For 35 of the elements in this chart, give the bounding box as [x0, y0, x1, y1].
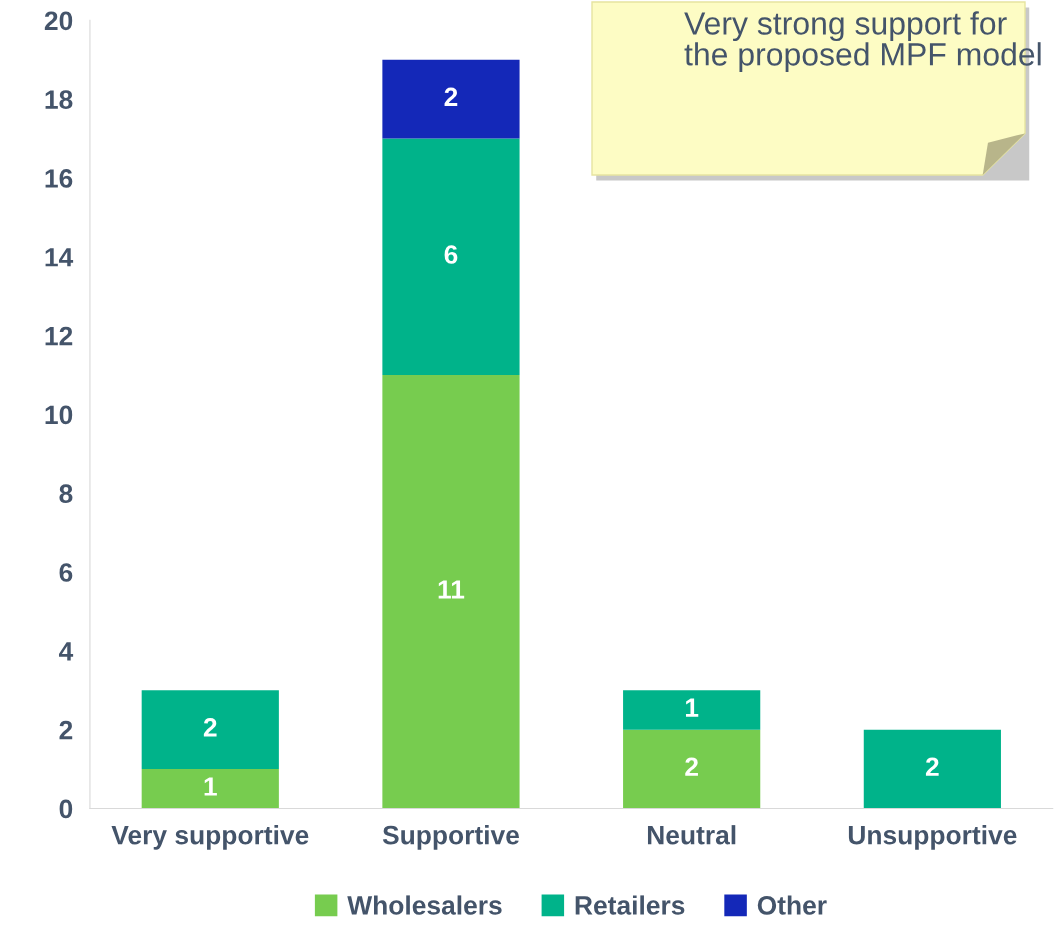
y-tick-label: 18 — [45, 90, 73, 109]
legend-label: Other — [757, 895, 827, 915]
y-tick-label: 2 — [59, 720, 73, 740]
y-tick-label: 20 — [44, 11, 73, 31]
bar — [863, 729, 1001, 809]
y-tick-label: 10 — [45, 405, 73, 425]
data-label: 2 — [685, 757, 698, 776]
y-tick-label: 0 — [59, 799, 73, 819]
x-tick-label: Supportive — [382, 825, 519, 850]
bar — [141, 690, 279, 770]
legend-label: Wholesalers — [347, 895, 502, 915]
data-label: 1 — [685, 698, 699, 717]
y-tick-label: 4 — [58, 642, 74, 661]
bar — [623, 729, 761, 809]
data-label: 2 — [203, 718, 217, 737]
x-tick-label: Unsupportive — [848, 825, 1017, 850]
bar — [382, 59, 520, 139]
bar — [382, 375, 520, 809]
y-tick-label: 14 — [45, 248, 74, 267]
data-label: 6 — [444, 245, 458, 264]
x-tick-label: Neutral — [647, 825, 736, 845]
annotation: Very strong support for the proposed MPF model — [684, 11, 1041, 72]
data-label: 2 — [925, 757, 939, 776]
y-tick-label: 8 — [59, 484, 73, 504]
bar — [141, 769, 279, 809]
y-tick-label: 6 — [59, 563, 73, 582]
bar — [623, 690, 761, 730]
y-tick-label: 12 — [45, 326, 73, 346]
x-tick-label: Very supportive — [111, 825, 309, 850]
data-label: 2 — [444, 87, 458, 106]
legend-label: Retailers — [575, 895, 685, 915]
data-label: 11 — [438, 580, 465, 599]
bar — [382, 138, 520, 375]
y-tick-label: 16 — [45, 169, 73, 188]
data-label: 1 — [204, 777, 217, 796]
